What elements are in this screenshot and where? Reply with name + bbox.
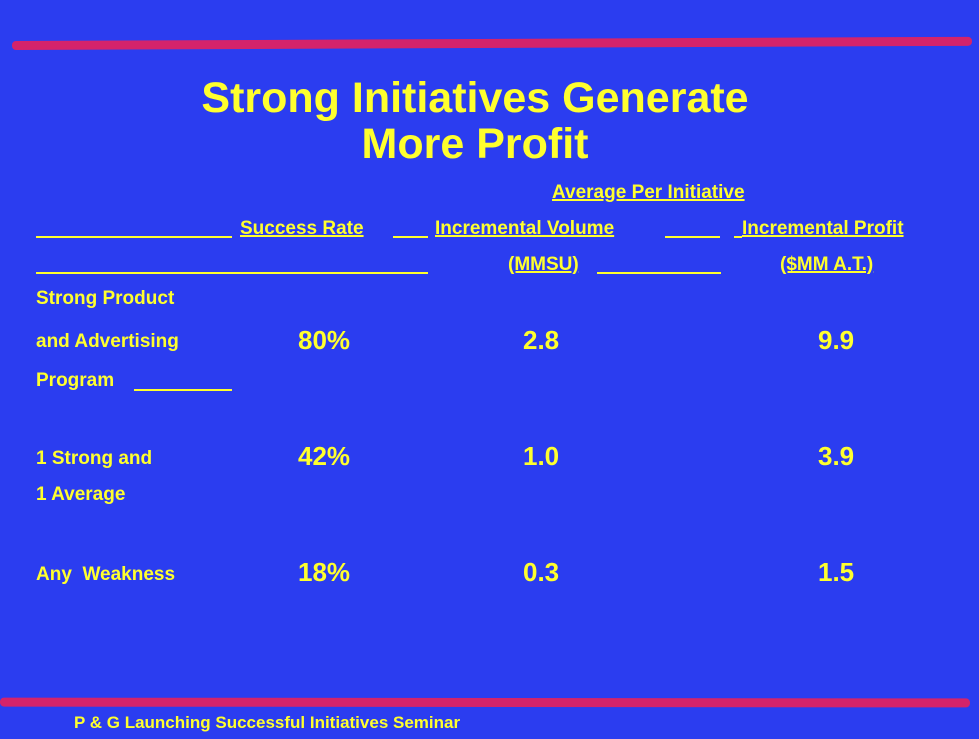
row-2-label-line-2: 1 Average	[36, 484, 126, 505]
bottom-accent-bar	[0, 697, 971, 708]
row-2-profit: 3.9	[818, 441, 855, 471]
header-underline-filler-1	[393, 236, 428, 238]
row-1-label-line-3: Program	[36, 370, 115, 391]
row-3-label: Any Weakness	[36, 564, 176, 585]
row-3-volume: 0.3	[523, 557, 560, 587]
row-2-success-rate: 42%	[298, 441, 351, 471]
header-underline-filler-4	[597, 272, 721, 274]
row-1-label-line-1: Strong Product	[36, 288, 175, 309]
footer-text: P & G Launching Successful Initiatives S…	[74, 713, 461, 732]
row-1-volume: 2.8	[523, 325, 560, 355]
top-accent-bar	[11, 36, 973, 50]
title-line-2: More Profit	[361, 120, 589, 168]
header-incremental-volume: Incremental Volume	[435, 218, 615, 239]
header-incremental-profit: Incremental Profit	[742, 218, 904, 239]
header-volume-unit: (MMSU)	[508, 254, 579, 275]
header-row2-underline	[36, 272, 428, 274]
header-group-label: Average Per Initiative	[552, 182, 745, 203]
header-success-rate: Success Rate	[240, 218, 364, 239]
header-profit-unit: ($MM A.T.)	[780, 254, 874, 275]
row-1-label-line-2: and Advertising	[36, 331, 179, 352]
row-3-success-rate: 18%	[298, 557, 351, 587]
row-2-label-line-1: 1 Strong and	[36, 448, 153, 469]
header-underline-filler-2	[665, 236, 720, 238]
row-1-success-rate: 80%	[298, 325, 351, 355]
header-underline-filler-3	[734, 236, 742, 238]
title-line-1: Strong Initiatives Generate	[201, 74, 749, 122]
row-3-profit: 1.5	[818, 557, 855, 587]
header-blank-underline	[36, 236, 232, 238]
row-1-label-underline	[134, 389, 232, 391]
row-2-volume: 1.0	[523, 441, 560, 471]
row-1-profit: 9.9	[818, 325, 855, 355]
slide-title: Strong Initiatives Generate More Profit	[0, 75, 950, 167]
